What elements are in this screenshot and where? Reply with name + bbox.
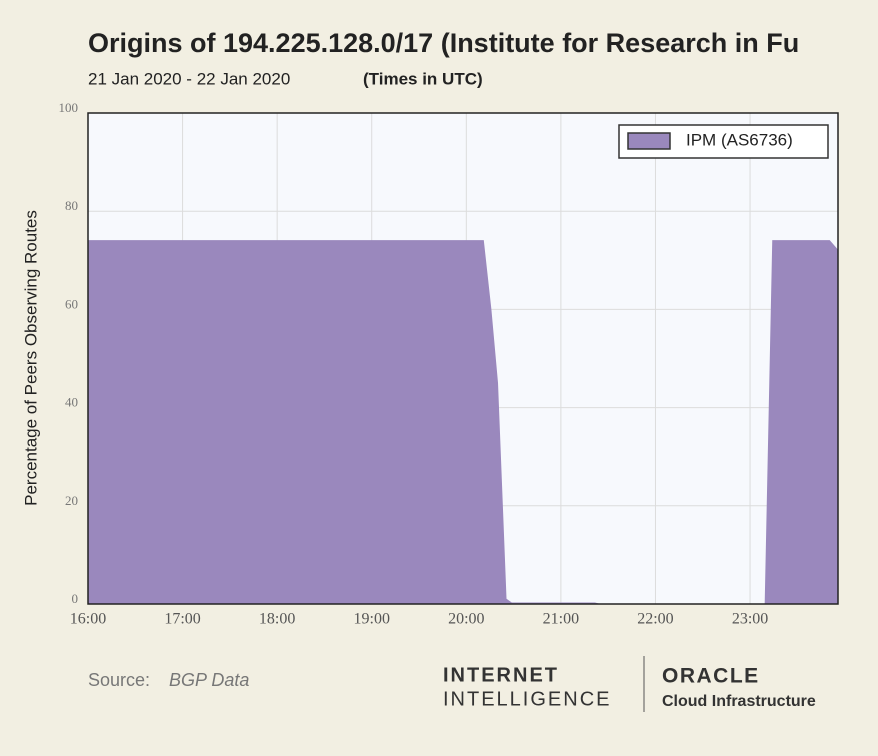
- logo-text: INTELLIGENCE: [443, 688, 611, 710]
- x-tick-label: 16:00: [70, 611, 106, 628]
- y-tick-label: 60: [65, 296, 78, 311]
- logo-text: INTERNET: [443, 664, 559, 686]
- plot-frame: [87, 112, 839, 605]
- y-tick-label: 0: [72, 591, 79, 606]
- logo-text: Cloud Infrastructure: [662, 693, 816, 710]
- y-tick-label: 100: [59, 100, 79, 115]
- x-tick-label: 22:00: [637, 611, 673, 628]
- subtitle: 21 Jan 2020 - 22 Jan 2020: [88, 69, 290, 88]
- logo-text: ORACLE: [662, 665, 760, 688]
- y-axis-label: Percentage of Peers Observing Routes: [21, 210, 40, 506]
- legend: IPM (AS6736): [618, 124, 829, 159]
- area: [87, 240, 839, 605]
- source-label: Source:: [88, 670, 150, 690]
- source: BGP Data: [169, 670, 249, 690]
- x-tick-label: 23:00: [732, 611, 768, 628]
- x-tick-label: 19:00: [354, 611, 390, 628]
- subtitle-note: (Times in UTC): [363, 69, 483, 88]
- marks: [87, 240, 839, 605]
- chart-title: Origins of 194.225.128.0/17 (Institute f…: [88, 28, 799, 58]
- y-tick-label: 40: [65, 395, 78, 410]
- x-tick-label: 17:00: [164, 611, 200, 628]
- y-tick-label: 20: [65, 493, 78, 508]
- legend-label: IPM (AS6736): [686, 130, 793, 149]
- x-tick-label: 18:00: [259, 611, 295, 628]
- x-tick-label: 21:00: [543, 611, 579, 628]
- y-tick-label: 80: [65, 198, 78, 213]
- x-tick-label: 20:00: [448, 611, 484, 628]
- legend-swatch: [627, 132, 671, 150]
